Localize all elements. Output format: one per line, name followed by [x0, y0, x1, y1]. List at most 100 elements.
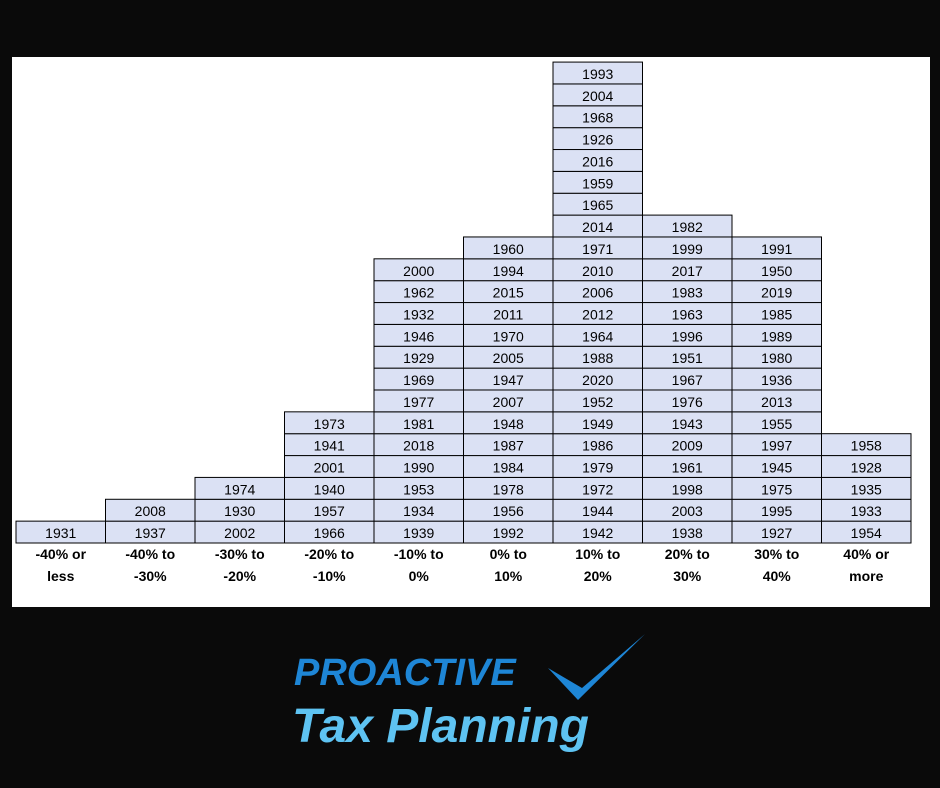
year-label: 1999 — [672, 241, 703, 257]
year-label: 1952 — [582, 394, 613, 410]
year-label: 1946 — [403, 328, 434, 344]
year-label: 1964 — [582, 328, 613, 344]
year-label: 1948 — [493, 416, 524, 432]
year-label: 1928 — [851, 459, 882, 475]
year-label: 2016 — [582, 153, 613, 169]
range-label: more — [849, 568, 883, 584]
year-cell — [821, 433, 912, 457]
year-label: 1941 — [314, 438, 345, 454]
year-label: 1980 — [761, 350, 792, 366]
year-label: 1983 — [672, 285, 703, 301]
year-label: 1997 — [761, 438, 792, 454]
year-label: 1989 — [761, 328, 792, 344]
range-label: -40% or — [35, 546, 86, 562]
range-label: -10% to — [394, 546, 444, 562]
year-label: 1991 — [761, 241, 792, 257]
year-label: 2018 — [403, 438, 434, 454]
year-label: 1998 — [672, 481, 703, 497]
year-label: 2003 — [672, 503, 703, 519]
year-label: 1929 — [403, 350, 434, 366]
year-label: 1981 — [403, 416, 434, 432]
year-label: 1967 — [672, 372, 703, 388]
year-label: 2020 — [582, 372, 613, 388]
range-label: -40% to — [125, 546, 175, 562]
year-label: 2002 — [224, 525, 255, 541]
year-label: 1956 — [493, 503, 524, 519]
year-label: 1973 — [314, 416, 345, 432]
range-label: 30% — [673, 568, 702, 584]
year-grid: 1931 -40% or less 1937 2008 -40% to -30% 2002 19… — [15, 61, 912, 584]
logo-line2: Tax Planning — [292, 700, 589, 753]
range-label: 40% or — [843, 546, 889, 562]
year-label: 1951 — [672, 350, 703, 366]
year-label: 1992 — [493, 525, 524, 541]
year-label: 1947 — [493, 372, 524, 388]
year-label: 1995 — [761, 503, 792, 519]
year-label: 1975 — [761, 481, 792, 497]
year-label: 1962 — [403, 285, 434, 301]
year-label: 1959 — [582, 175, 613, 191]
year-label: 1969 — [403, 372, 434, 388]
year-label: 1996 — [672, 328, 703, 344]
year-label: 1974 — [224, 481, 255, 497]
year-label: 1943 — [672, 416, 703, 432]
year-label: 1960 — [493, 241, 524, 257]
year-label: 1988 — [582, 350, 613, 366]
range-label: -30% to — [215, 546, 265, 562]
year-label: 2007 — [493, 394, 524, 410]
year-label: 2013 — [761, 394, 792, 410]
year-label: 1933 — [851, 503, 882, 519]
year-label: 1953 — [403, 481, 434, 497]
year-label: 1942 — [582, 525, 613, 541]
year-label: 1930 — [224, 503, 255, 519]
year-label: 1939 — [403, 525, 434, 541]
range-label: 40% — [763, 568, 792, 584]
year-label: 1927 — [761, 525, 792, 541]
year-label: 1949 — [582, 416, 613, 432]
year-label: 1987 — [493, 438, 524, 454]
year-label: 1971 — [582, 241, 613, 257]
logo-line1: PROACTIVE — [294, 652, 517, 694]
year-label: 2015 — [493, 285, 524, 301]
year-label: 1966 — [314, 525, 345, 541]
year-label: 1994 — [493, 263, 524, 279]
year-label: 1961 — [672, 459, 703, 475]
year-label: 1932 — [403, 306, 434, 322]
year-label: 1935 — [851, 481, 882, 497]
year-label: 1934 — [403, 503, 434, 519]
year-label: 1938 — [672, 525, 703, 541]
year-label: 2005 — [493, 350, 524, 366]
year-label: 1937 — [135, 525, 166, 541]
year-label: 1979 — [582, 459, 613, 475]
year-label: 2009 — [672, 438, 703, 454]
year-label: 1950 — [761, 263, 792, 279]
year-label: 1965 — [582, 197, 613, 213]
year-label: 2006 — [582, 285, 613, 301]
year-label: 2001 — [314, 459, 345, 475]
range-label: 0% to — [490, 546, 527, 562]
year-label: 1984 — [493, 459, 524, 475]
range-label: 10% — [494, 568, 523, 584]
year-label: 1985 — [761, 306, 792, 322]
year-label: 2008 — [135, 503, 166, 519]
range-label: 10% to — [575, 546, 620, 562]
range-label: 0% — [409, 568, 430, 584]
year-label: 2017 — [672, 263, 703, 279]
year-label: 1954 — [851, 525, 882, 541]
year-label: 1945 — [761, 459, 792, 475]
year-label: 1993 — [582, 66, 613, 82]
year-label: 1986 — [582, 438, 613, 454]
year-label: 1940 — [314, 481, 345, 497]
range-label: 20% — [584, 568, 613, 584]
range-label: 30% to — [754, 546, 799, 562]
year-label: 1931 — [45, 525, 76, 541]
year-label: 1926 — [582, 132, 613, 148]
year-label: 1990 — [403, 459, 434, 475]
year-label: 2010 — [582, 263, 613, 279]
year-label: 2011 — [493, 306, 523, 322]
year-label: 2019 — [761, 285, 792, 301]
year-label: 1936 — [761, 372, 792, 388]
year-label: 1982 — [672, 219, 703, 235]
year-label: 1976 — [672, 394, 703, 410]
